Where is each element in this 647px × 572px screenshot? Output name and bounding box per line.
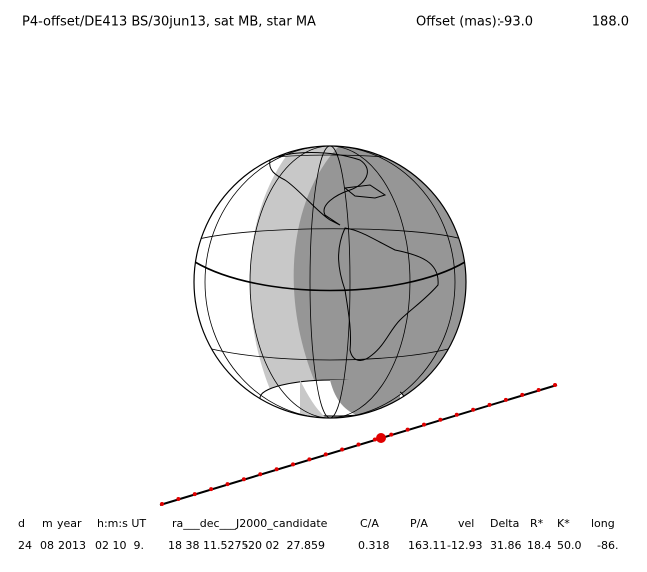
track-dot <box>471 407 476 412</box>
table-cell: 163.11 <box>408 539 447 552</box>
track-dot <box>487 402 492 407</box>
track-dot <box>258 472 263 477</box>
track-dot <box>372 437 377 442</box>
continents <box>269 152 439 361</box>
table-cell: 31.86 <box>490 539 522 552</box>
globe-outline <box>193 145 467 419</box>
table-cell: 0.318 <box>358 539 390 552</box>
track-dot <box>454 412 459 417</box>
column-header: long <box>591 517 615 530</box>
ephemeris-table: d m year h:m:s UT ra___dec___J2000_candidate… <box>18 517 618 552</box>
table-cell: 18.4 <box>527 539 552 552</box>
track-dot <box>192 492 197 497</box>
track-dot <box>356 442 361 447</box>
table-cell: -20 02 27.859 <box>244 539 325 552</box>
offset-x: -93.0 <box>499 15 533 30</box>
table-cell: -86. <box>597 539 618 552</box>
offset-y: 188.0 <box>592 15 629 30</box>
title: P4-offset/DE413 BS/30jun13, sat MB, star… <box>22 15 316 30</box>
track-dot <box>503 397 508 402</box>
offset-label: Offset (mas): <box>416 15 501 30</box>
column-header: R* <box>530 517 544 530</box>
table-cell: 24 <box>18 539 32 552</box>
column-header: year <box>57 517 82 530</box>
track-points <box>160 383 557 506</box>
track-dot <box>520 392 525 397</box>
track-dot <box>323 452 328 457</box>
column-header: P/A <box>410 517 428 530</box>
column-header: d <box>18 517 25 530</box>
table-cell: 08 <box>40 539 54 552</box>
table-cell: 2013 <box>58 539 86 552</box>
table-cell: 18 38 11.5275 <box>168 539 248 552</box>
column-header: ra___dec___J2000_candidate <box>172 517 328 530</box>
graticule <box>194 146 466 418</box>
column-header: C/A <box>360 517 379 530</box>
closest-approach <box>376 433 386 443</box>
table-cell: 02 10 9. <box>95 539 144 552</box>
table-cell: 50.0 <box>557 539 582 552</box>
column-header: K* <box>557 517 570 530</box>
table-cell: -12.93 <box>447 539 482 552</box>
track-dot <box>209 487 214 492</box>
column-header: m <box>42 517 53 530</box>
column-header: h:m:s UT <box>97 517 146 530</box>
track-dot <box>405 427 410 432</box>
track-dot <box>389 432 394 437</box>
track-dot <box>307 457 312 462</box>
track-dot <box>176 497 181 502</box>
track-dot <box>291 462 295 467</box>
track-dot <box>160 502 164 506</box>
track-dot <box>536 387 541 392</box>
track-dot <box>438 417 443 422</box>
column-header: Delta <box>490 517 519 530</box>
track-dot <box>553 383 557 387</box>
track-dot <box>225 482 230 487</box>
track-dot <box>422 422 426 427</box>
column-header: vel <box>458 517 474 530</box>
track-dot <box>340 447 345 452</box>
track-dot <box>274 467 279 472</box>
track-dot <box>241 477 246 482</box>
